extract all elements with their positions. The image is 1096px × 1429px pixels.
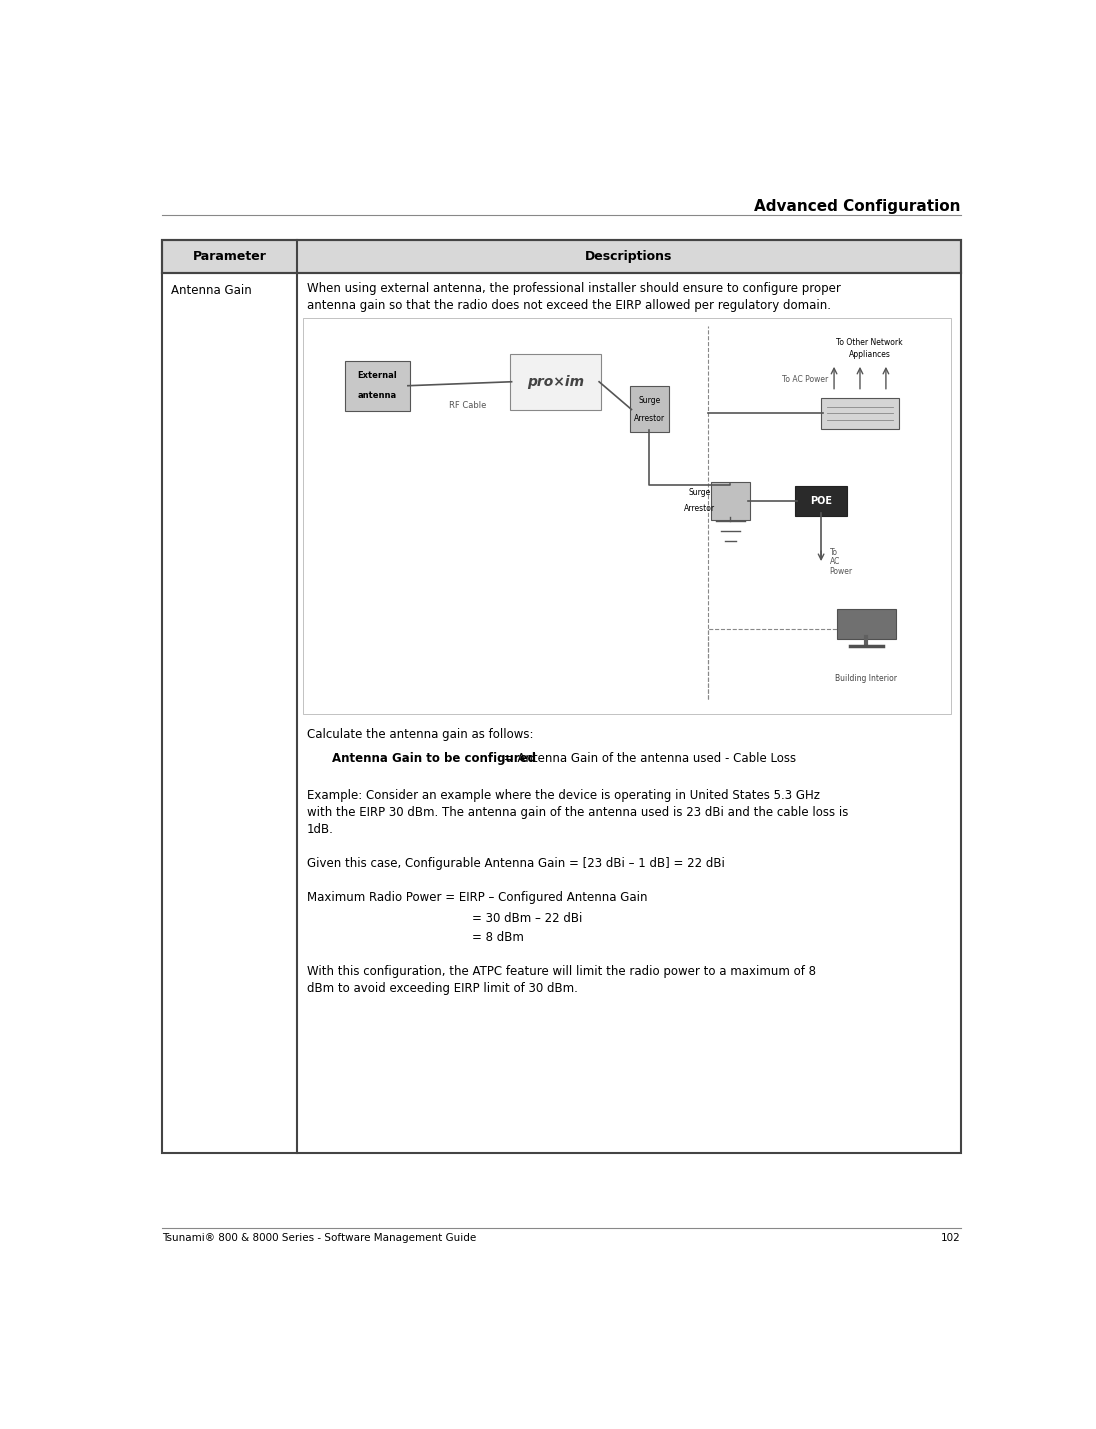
- FancyBboxPatch shape: [510, 354, 601, 410]
- Text: POE: POE: [810, 496, 832, 506]
- Text: Antenna Gain: Antenna Gain: [171, 284, 252, 297]
- FancyBboxPatch shape: [162, 240, 961, 273]
- Text: Example: Consider an example where the device is operating in United States 5.3 : Example: Consider an example where the d…: [307, 789, 820, 802]
- Text: To AC Power: To AC Power: [781, 376, 827, 384]
- Text: Appliances: Appliances: [848, 350, 891, 359]
- Text: Maximum Radio Power = EIRP – Configured Antenna Gain: Maximum Radio Power = EIRP – Configured …: [307, 892, 648, 905]
- FancyBboxPatch shape: [795, 486, 847, 516]
- Text: Arrestor: Arrestor: [684, 504, 716, 513]
- Text: When using external antenna, the professional installer should ensure to configu: When using external antenna, the profess…: [307, 282, 841, 294]
- FancyBboxPatch shape: [302, 319, 950, 714]
- Text: dBm to avoid exceeding EIRP limit of 30 dBm.: dBm to avoid exceeding EIRP limit of 30 …: [307, 982, 578, 995]
- FancyBboxPatch shape: [821, 399, 899, 429]
- Text: Building Interior: Building Interior: [835, 674, 898, 683]
- FancyBboxPatch shape: [344, 360, 410, 410]
- Text: Antenna Gain to be configured: Antenna Gain to be configured: [332, 752, 536, 765]
- Text: with the EIRP 30 dBm. The antenna gain of the antenna used is 23 dBi and the cab: with the EIRP 30 dBm. The antenna gain o…: [307, 806, 848, 819]
- FancyBboxPatch shape: [630, 386, 669, 433]
- Text: 1dB.: 1dB.: [307, 823, 333, 836]
- Text: Surge: Surge: [638, 396, 661, 406]
- Text: RF Cable: RF Cable: [449, 402, 487, 410]
- Text: = 8 dBm: = 8 dBm: [472, 930, 524, 943]
- Text: To: To: [830, 547, 837, 556]
- Text: AC: AC: [830, 557, 840, 566]
- Text: pro×im: pro×im: [527, 374, 584, 389]
- Text: Descriptions: Descriptions: [585, 250, 673, 263]
- Text: antenna gain so that the radio does not exceed the EIRP allowed per regulatory d: antenna gain so that the radio does not …: [307, 299, 831, 312]
- Text: Power: Power: [830, 567, 853, 576]
- Text: Surge: Surge: [688, 489, 711, 497]
- Text: Given this case, Configurable Antenna Gain = [23 dBi – 1 dB] = 22 dBi: Given this case, Configurable Antenna Ga…: [307, 857, 724, 870]
- Text: Tsunami® 800 & 8000 Series - Software Management Guide: Tsunami® 800 & 8000 Series - Software Ma…: [162, 1233, 477, 1243]
- Text: External: External: [357, 372, 397, 380]
- Text: = Antenna Gain of the antenna used - Cable Loss: = Antenna Gain of the antenna used - Cab…: [501, 752, 797, 765]
- Text: With this configuration, the ATPC feature will limit the radio power to a maximu: With this configuration, the ATPC featur…: [307, 965, 815, 977]
- Text: Advanced Configuration: Advanced Configuration: [754, 199, 961, 214]
- Text: antenna: antenna: [357, 392, 397, 400]
- FancyBboxPatch shape: [711, 482, 750, 520]
- Text: Arrestor: Arrestor: [633, 414, 665, 423]
- Text: Calculate the antenna gain as follows:: Calculate the antenna gain as follows:: [307, 727, 534, 740]
- FancyBboxPatch shape: [837, 609, 895, 639]
- Text: Parameter: Parameter: [193, 250, 266, 263]
- Text: = 30 dBm – 22 dBi: = 30 dBm – 22 dBi: [472, 912, 583, 925]
- Text: To Other Network: To Other Network: [836, 337, 903, 347]
- Text: 102: 102: [941, 1233, 961, 1243]
